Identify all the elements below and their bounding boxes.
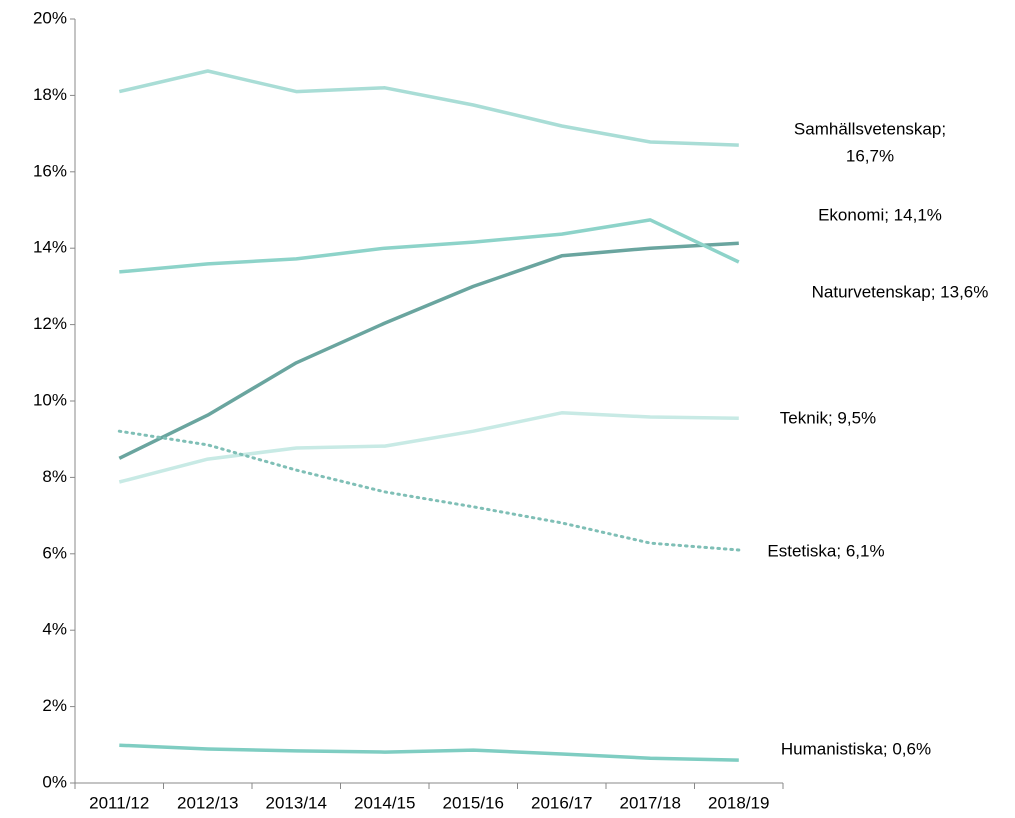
- series-label: Ekonomi; 14,1%: [818, 205, 942, 224]
- y-tick-label: 6%: [42, 543, 67, 562]
- y-tick-label: 0%: [42, 772, 67, 791]
- x-tick-label: 2015/16: [443, 793, 504, 812]
- y-tick-label: 10%: [33, 390, 67, 409]
- y-tick-label: 16%: [33, 161, 67, 180]
- series-line: [118, 69, 739, 147]
- series-line: [118, 241, 739, 460]
- series-label: Samhällsvetenskap;: [794, 119, 946, 138]
- series-label: Teknik; 9,5%: [780, 408, 876, 427]
- x-tick-label: 2014/15: [354, 793, 415, 812]
- series-label: Humanistiska; 0,6%: [781, 739, 931, 758]
- x-tick-label: 2018/19: [708, 793, 769, 812]
- series-label: 16,7%: [846, 146, 894, 165]
- y-tick-label: 12%: [33, 314, 67, 333]
- x-tick-label: 2016/17: [531, 793, 592, 812]
- x-tick-label: 2011/12: [89, 793, 149, 812]
- y-tick-label: 20%: [33, 8, 67, 27]
- y-tick-label: 4%: [42, 620, 67, 639]
- series-line: [119, 218, 740, 274]
- x-tick-label: 2012/13: [177, 793, 238, 812]
- series-line: [118, 411, 739, 484]
- x-tick-label: 2013/14: [266, 793, 327, 812]
- series-label: Naturvetenskap; 13,6%: [812, 282, 989, 301]
- y-tick-label: 14%: [33, 238, 67, 257]
- y-tick-label: 18%: [33, 85, 67, 104]
- series-label: Estetiska; 6,1%: [767, 541, 884, 560]
- series-line: [119, 743, 739, 762]
- x-tick-label: 2017/18: [620, 793, 681, 812]
- y-tick-label: 8%: [42, 467, 67, 486]
- series-line: [117, 429, 741, 552]
- y-tick-label: 2%: [42, 696, 67, 715]
